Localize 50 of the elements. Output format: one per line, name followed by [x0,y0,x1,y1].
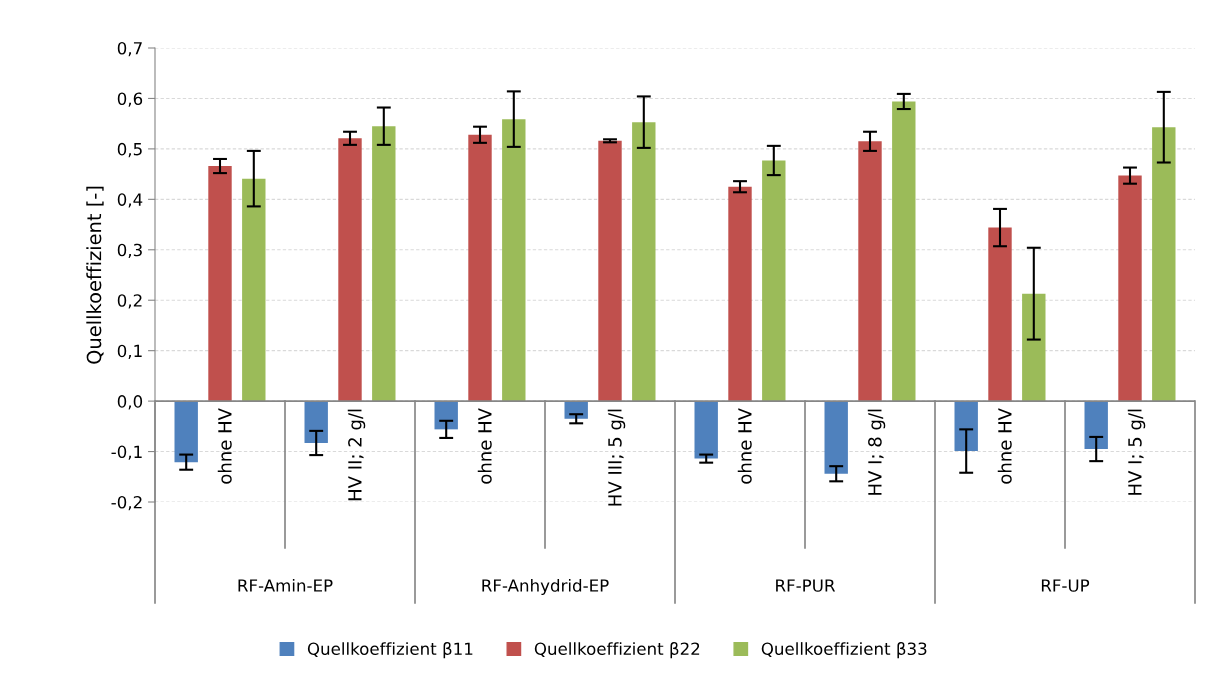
text: RF-UP [1041,579,1090,592]
bar [858,141,882,402]
bar [502,119,526,402]
y-tick-label: -0,1 [111,445,142,460]
y-tick-label: 0,3 [117,243,142,259]
bar [174,401,198,463]
text: RF-Anhydrid-EP [482,578,609,596]
y-tick-label: 0,7 [117,41,142,57]
bar [892,101,916,402]
bar [564,401,588,419]
y-tick-label: -0,2 [111,495,142,511]
x-tick-label: ohne HV [997,408,1012,484]
y-tick-label: 0,2 [117,294,142,309]
bar [338,138,362,402]
bar [1022,293,1046,402]
bar [242,178,266,402]
bar [1118,175,1142,402]
bar [728,186,752,402]
legend-label: Quellkoeffizient β22 [534,642,700,659]
legend-label: Quellkoeffizient β11 [307,642,473,659]
x-tick-label: ohne HV [737,408,752,484]
x-tick-label: HV III; 5 g/l [607,409,626,506]
y-axis-title: Quellkoeffizient [-] [86,186,104,364]
bar [1152,127,1176,402]
bar [988,227,1012,402]
bar [468,134,492,402]
x-tick-label: HV I; 5 g/l [1127,409,1146,495]
x-tick-label: HV I; 8 g/l [867,409,886,495]
bar [954,401,978,452]
y-tick-label: 0,0 [117,395,143,410]
bar [208,166,232,402]
bar [694,401,718,459]
bar [598,140,622,402]
bar [304,401,328,443]
x-tick-label: ohne HV [477,408,492,484]
y-tick-label: 0,1 [117,344,142,359]
bar [824,401,848,474]
y-tick-label: 0,6 [117,92,143,107]
text: RF-PUR [776,579,836,592]
bar [1084,401,1108,450]
text: RF-Amin-EP [238,578,333,592]
bar [372,126,396,402]
x-tick-label: ohne HV [217,408,232,484]
legend-label: Quellkoeffizient β33 [761,642,927,659]
bar [434,401,458,430]
bar [632,122,656,402]
bar [762,160,786,402]
y-tick-label: 0,4 [117,193,143,208]
x-tick-label: HV II; 2 g/l [347,409,366,501]
y-tick-label: 0,5 [117,142,142,158]
